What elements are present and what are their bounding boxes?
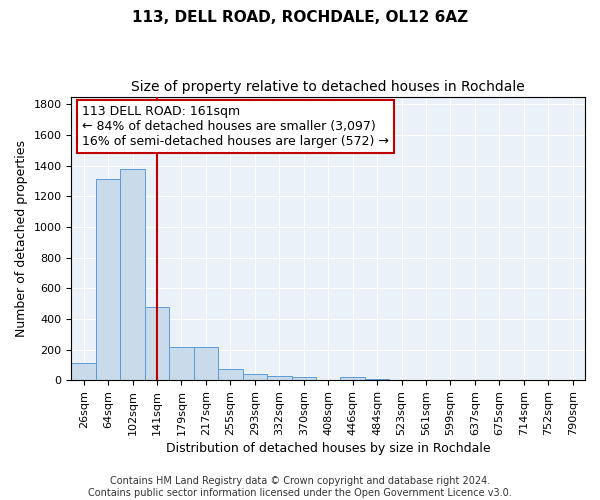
Bar [96,180,121,380]
Bar [242,374,267,380]
Title: Size of property relative to detached houses in Rochdale: Size of property relative to detached ho… [131,80,525,94]
Bar [365,378,389,380]
Bar [267,376,292,380]
Bar [292,377,316,380]
Y-axis label: Number of detached properties: Number of detached properties [15,140,28,337]
Bar [71,364,96,380]
X-axis label: Distribution of detached houses by size in Rochdale: Distribution of detached houses by size … [166,442,491,455]
Bar [169,347,194,380]
Text: Contains HM Land Registry data © Crown copyright and database right 2024.
Contai: Contains HM Land Registry data © Crown c… [88,476,512,498]
Bar [218,368,242,380]
Text: 113 DELL ROAD: 161sqm
← 84% of detached houses are smaller (3,097)
16% of semi-d: 113 DELL ROAD: 161sqm ← 84% of detached … [82,105,389,148]
Bar [340,377,365,380]
Bar [121,168,145,380]
Bar [194,347,218,380]
Bar [145,306,169,380]
Text: 113, DELL ROAD, ROCHDALE, OL12 6AZ: 113, DELL ROAD, ROCHDALE, OL12 6AZ [132,10,468,25]
